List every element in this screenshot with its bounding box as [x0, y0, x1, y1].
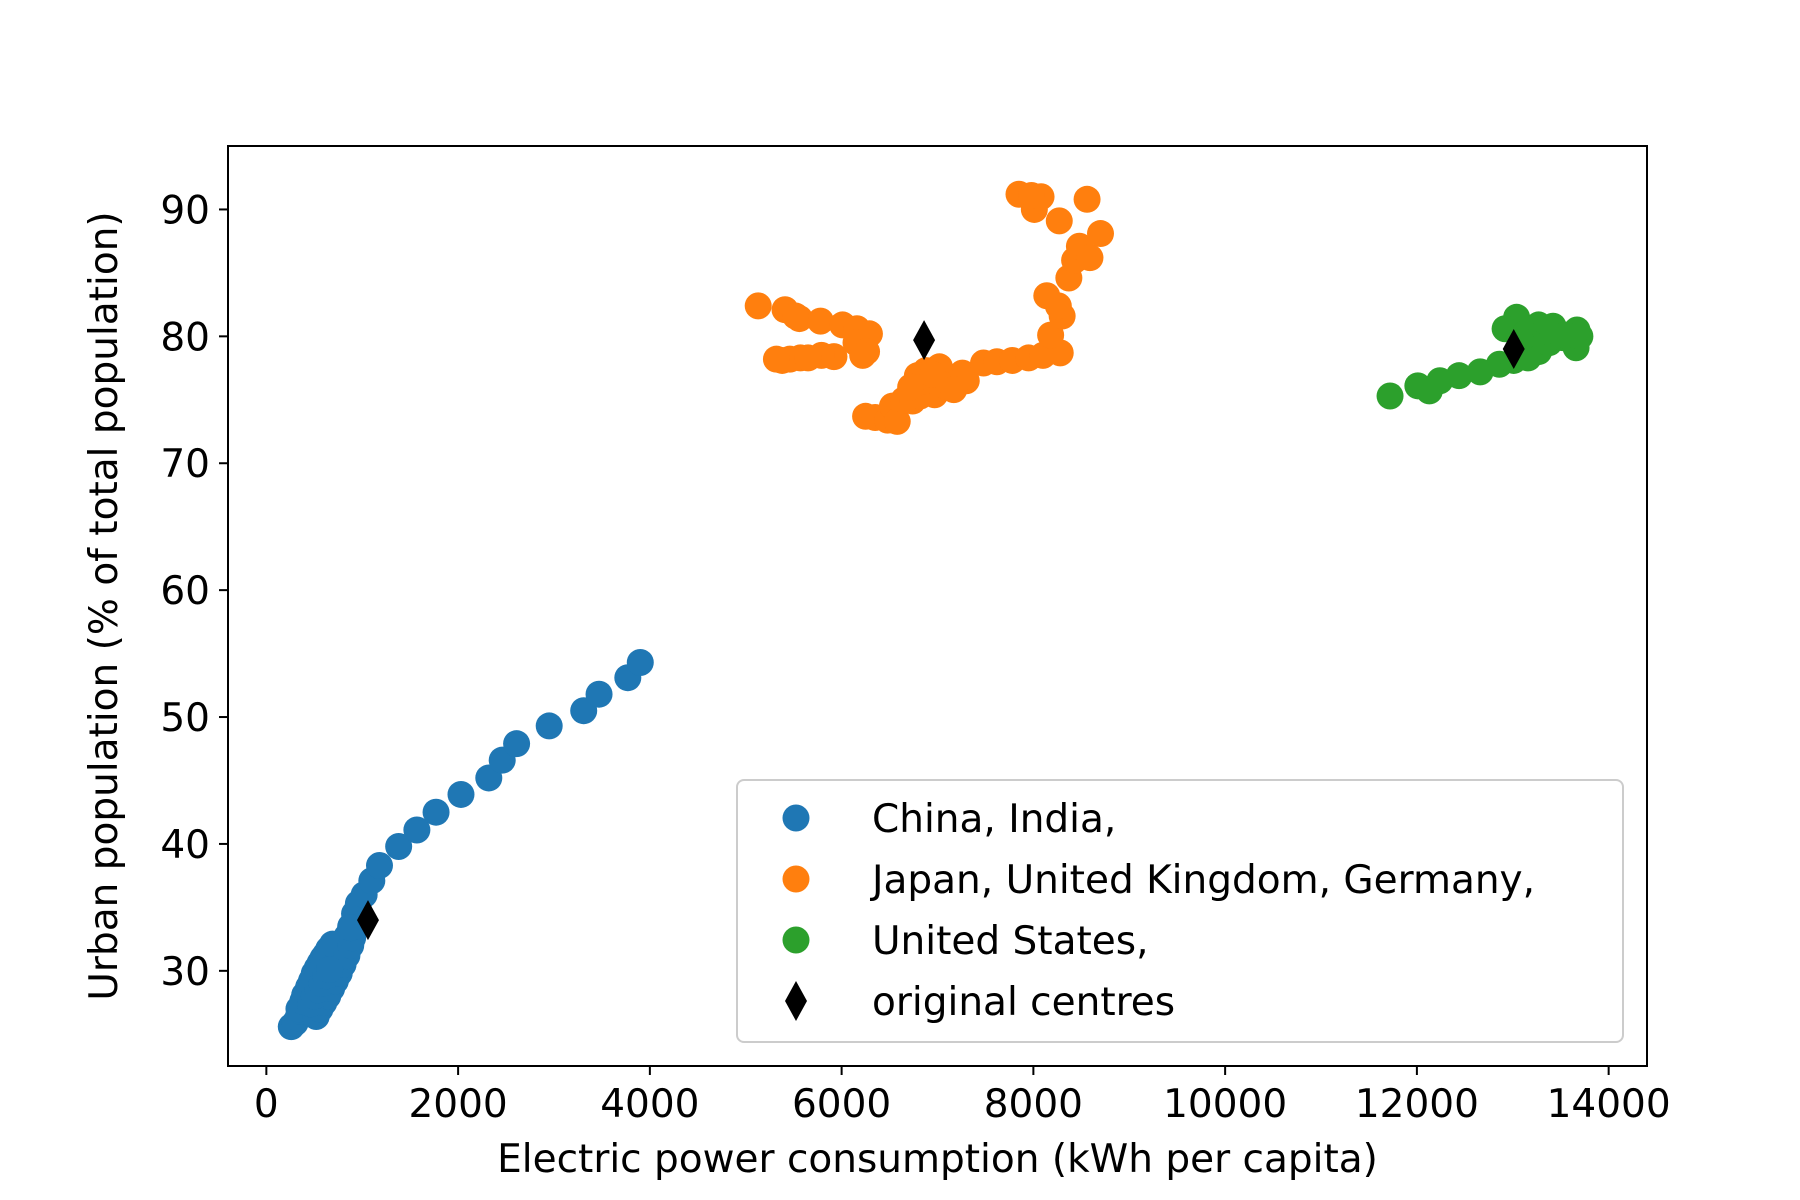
data-point: [897, 373, 925, 401]
legend-marker: [782, 804, 810, 832]
data-point: [1045, 207, 1073, 235]
x-tick-label: 8000: [984, 1082, 1083, 1127]
y-tick-label: 50: [160, 696, 210, 741]
data-point: [744, 292, 772, 320]
data-point: [1376, 382, 1404, 410]
centre-marker: [913, 320, 936, 361]
legend-marker: [782, 926, 810, 954]
data-point: [626, 648, 654, 676]
data-point: [1445, 362, 1473, 390]
legend-label: original centres: [872, 980, 1175, 1025]
data-point: [919, 360, 947, 388]
plot-frame: [227, 145, 1648, 1067]
y-tick-label: 30: [160, 950, 210, 995]
y-axis: 30 40 50 60 70 80 90: [160, 188, 228, 995]
y-tick-label: 40: [160, 823, 210, 868]
data-point: [316, 956, 344, 984]
legend-marker: [782, 865, 810, 893]
data-point: [1044, 292, 1072, 320]
data-point: [585, 680, 613, 708]
data-point: [782, 302, 810, 330]
y-tick-label: 80: [160, 315, 210, 360]
legend-label: United States,: [872, 919, 1149, 964]
data-point: [503, 730, 531, 758]
data-point: [365, 852, 393, 880]
x-tick-label: 2000: [408, 1082, 507, 1127]
legend-box: [736, 779, 1624, 1043]
data-point: [807, 307, 835, 335]
data-point: [849, 341, 877, 369]
data-marks: [277, 180, 1594, 1041]
data-point: [1076, 244, 1104, 272]
data-point: [762, 345, 790, 373]
centre-marker: [356, 900, 379, 941]
x-tick-label: 14000: [1547, 1082, 1671, 1127]
data-point: [422, 798, 450, 826]
x-axis: 0 2000 4000 6000 8000 10000 12000 14000: [254, 1066, 1671, 1127]
y-tick-label: 70: [160, 442, 210, 487]
data-point: [447, 780, 475, 808]
legend-label: China, India,: [872, 797, 1116, 842]
data-point: [1017, 181, 1045, 209]
data-point: [385, 832, 413, 860]
legend-marker-diamond: [785, 981, 807, 1021]
x-tick-label: 6000: [792, 1082, 891, 1127]
data-point: [1552, 321, 1580, 349]
x-tick-label: 12000: [1355, 1082, 1479, 1127]
data-point: [794, 344, 822, 372]
legend: China, India, Japan, United Kingdom, Germ…: [736, 779, 1624, 1043]
x-tick-label: 0: [254, 1082, 279, 1127]
data-point: [535, 712, 563, 740]
legend-label: Japan, United Kingdom, Germany,: [869, 858, 1535, 903]
x-tick-label: 4000: [600, 1082, 699, 1127]
centre-marker: [1502, 329, 1525, 370]
y-axis-label: Urban population (% of total population): [82, 211, 127, 1000]
data-point: [883, 407, 911, 435]
data-point: [1073, 185, 1101, 213]
x-axis-label: Electric power consumption (kWh per capi…: [497, 1137, 1378, 1182]
data-point: [940, 376, 968, 404]
y-tick-label: 60: [160, 569, 210, 614]
data-point: [403, 816, 431, 844]
data-point: [1086, 220, 1114, 248]
x-tick-label: 10000: [1163, 1082, 1287, 1127]
y-tick-label: 90: [160, 188, 210, 233]
